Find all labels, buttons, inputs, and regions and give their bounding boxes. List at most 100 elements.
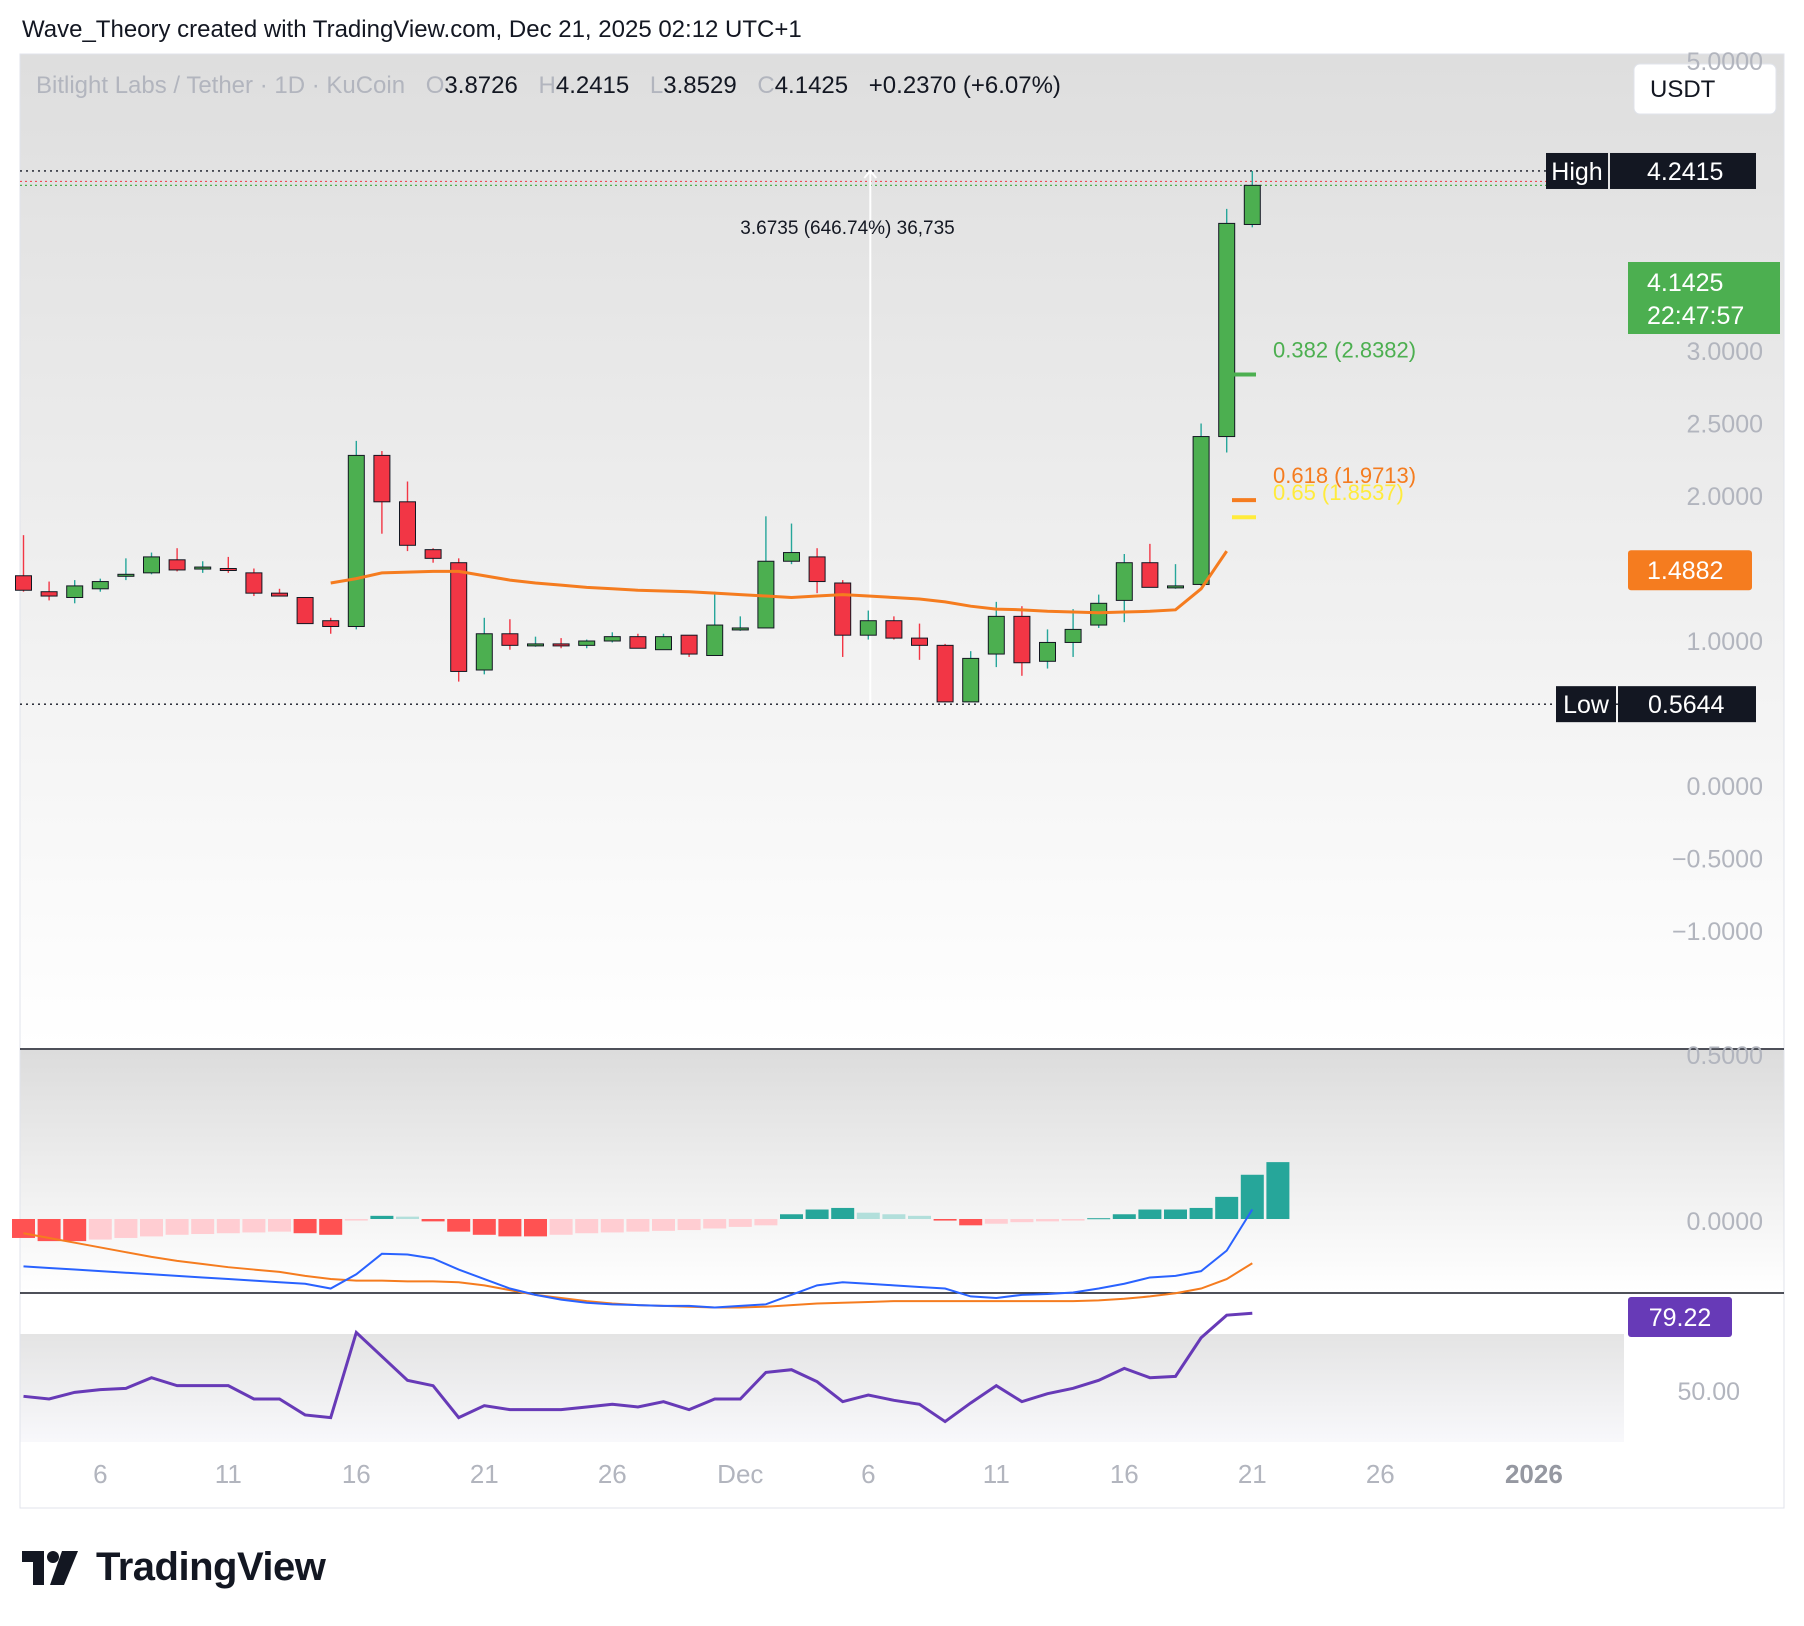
- candle: [1064, 609, 1082, 657]
- macd-histogram-bar: [63, 1219, 87, 1242]
- macd-histogram-bar: [1087, 1218, 1111, 1220]
- candle-body: [731, 627, 749, 631]
- candle: [1013, 606, 1031, 676]
- candle-body: [911, 637, 928, 646]
- price-axis-tick: −0.5000: [1672, 846, 1763, 874]
- macd-histogram-bar: [293, 1219, 317, 1234]
- legend-high: 4.2415: [556, 72, 629, 99]
- macd-histogram-bar: [780, 1214, 803, 1219]
- macd-histogram-bar: [216, 1219, 240, 1234]
- candle: [475, 617, 493, 675]
- candle: [783, 523, 800, 565]
- candle: [1192, 423, 1210, 586]
- macd-histogram-bar: [37, 1219, 61, 1242]
- high-marker-label: High: [1551, 158, 1602, 186]
- brand-name: TradingView: [96, 1545, 326, 1589]
- currency-button-label: USDT: [1650, 76, 1716, 103]
- macd-histogram-bar: [1036, 1219, 1059, 1222]
- macd-axis-tick: 0.5000: [1687, 1042, 1763, 1070]
- candle-body: [322, 620, 340, 628]
- candle: [1141, 543, 1159, 588]
- candle: [117, 558, 135, 581]
- candle: [706, 591, 724, 656]
- rsi-line: [23, 1311, 1253, 1424]
- ema-value: 1.4882: [1647, 557, 1723, 585]
- legend-open: 3.8726: [444, 72, 517, 99]
- low-marker-label-bg: [1556, 686, 1616, 723]
- macd-histogram-bar: [370, 1215, 394, 1219]
- macd-histogram-bar: [472, 1219, 496, 1235]
- price-axis-tick: −1.0000: [1672, 918, 1763, 946]
- macd-histogram-bar: [652, 1219, 675, 1231]
- measure-arrow: [863, 169, 878, 179]
- currency-button[interactable]: USDT: [1633, 63, 1777, 115]
- candle-body: [706, 624, 724, 656]
- macd-histogram-bar: [1138, 1209, 1162, 1219]
- tradingview-logo-icon: [22, 1550, 78, 1585]
- last-price-countdown: 22:47:57: [1647, 302, 1744, 330]
- macd-histogram-bar: [1061, 1219, 1085, 1221]
- candle-body: [834, 582, 852, 636]
- candle-body: [424, 549, 442, 559]
- candle-body: [680, 634, 698, 655]
- ema-value-bg: [1628, 550, 1752, 591]
- candle-body: [399, 501, 416, 546]
- candle: [15, 535, 32, 592]
- candle-body: [117, 573, 135, 577]
- high-marker-label-bg: [1546, 152, 1608, 189]
- candle: [655, 633, 672, 651]
- candle: [808, 548, 826, 594]
- candle-body: [603, 636, 621, 642]
- candle-body: [783, 552, 800, 562]
- candle: [629, 633, 647, 649]
- last-price-bg: [1628, 262, 1780, 334]
- legend-low: 3.8529: [663, 72, 736, 99]
- time-axis-tick: 16: [342, 1459, 371, 1489]
- candle-body: [475, 633, 493, 671]
- candle: [91, 578, 109, 592]
- time-axis-tick: 16: [1110, 1459, 1139, 1489]
- candle: [578, 639, 596, 649]
- brand: TradingView: [22, 1545, 326, 1590]
- rsi-value-label: 79.22: [1628, 1297, 1732, 1337]
- candle: [936, 643, 954, 703]
- time-axis-tick: 21: [1238, 1459, 1267, 1489]
- ema-value-label: 1.4882: [1628, 550, 1752, 591]
- legend-change: +0.2370 (+6.07%): [869, 72, 1061, 99]
- time-axis-tick: 11: [215, 1459, 242, 1489]
- candle-body: [655, 636, 672, 651]
- candle-body: [501, 633, 519, 646]
- macd-histogram-bar: [882, 1214, 906, 1219]
- macd-histogram-bar: [114, 1219, 138, 1238]
- candle: [501, 619, 519, 650]
- candle-body: [1218, 222, 1236, 438]
- low-marker-label: Low: [1563, 691, 1610, 719]
- time-axis-tick: 26: [598, 1459, 627, 1489]
- fib-label-0.65: 0.65 (1.8537): [1273, 480, 1404, 505]
- candle-body: [219, 568, 237, 571]
- macd-histogram-bar: [1164, 1209, 1187, 1219]
- macd-histogram-bar: [1010, 1219, 1034, 1223]
- candle: [245, 568, 263, 597]
- candle-body: [143, 556, 160, 574]
- candle-body: [296, 597, 314, 625]
- time-axis-tick: 26: [1366, 1459, 1395, 1489]
- macd-axis-tick: 0.0000: [1687, 1208, 1763, 1236]
- high-marker: High 4.2415: [1546, 152, 1756, 189]
- candle-body: [578, 640, 596, 646]
- candle: [40, 581, 58, 601]
- price-axis-tick: 5.0000: [1687, 48, 1763, 76]
- rsi-axis-tick: 50.00: [1677, 1378, 1740, 1406]
- candle: [66, 580, 84, 604]
- candle-body: [15, 575, 32, 591]
- candle: [143, 552, 160, 575]
- candle: [552, 638, 570, 649]
- legend-high-label: H: [539, 72, 556, 99]
- macd-histogram-bar: [165, 1219, 189, 1235]
- candle-body: [194, 566, 212, 570]
- macd-histogram-bar: [703, 1219, 727, 1229]
- macd-histogram-bar: [191, 1219, 215, 1235]
- time-axis-tick: 2026: [1505, 1459, 1563, 1489]
- attribution-text: Wave_Theory created with TradingView.com…: [22, 16, 802, 43]
